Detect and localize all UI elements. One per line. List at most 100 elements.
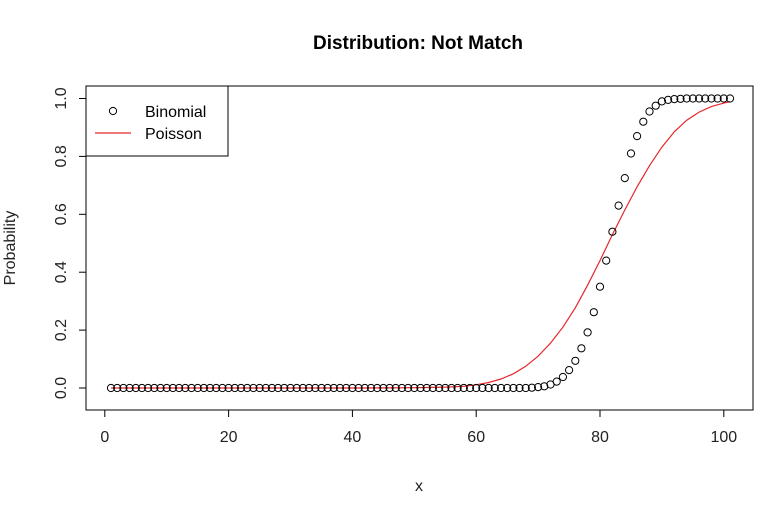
binomial-point xyxy=(255,383,264,393)
x-tick-label: 60 xyxy=(467,429,485,446)
binomial-point xyxy=(168,383,177,393)
binomial-point xyxy=(608,227,617,236)
binomial-point xyxy=(125,383,134,393)
binomial-point xyxy=(181,383,190,393)
binomial-point xyxy=(311,383,320,393)
x-axis: 0 20 40 60 80 100 xyxy=(100,409,737,446)
y-tick-label: 1.0 xyxy=(53,87,70,109)
legend-box xyxy=(85,85,229,157)
binomial-point xyxy=(298,383,307,393)
binomial-point xyxy=(243,383,252,393)
binomial-point xyxy=(707,94,716,103)
binomial-point xyxy=(224,383,233,393)
binomial-point xyxy=(435,383,444,393)
binomial-point xyxy=(305,383,314,393)
binomial-point xyxy=(719,94,728,103)
binomial-point xyxy=(589,308,598,317)
binomial-point xyxy=(317,383,326,393)
binomial-point xyxy=(725,94,735,103)
binomial-point xyxy=(571,356,580,365)
binomial-point xyxy=(199,383,208,393)
binomial-point xyxy=(670,95,679,104)
binomial-point xyxy=(187,383,196,393)
binomial-point xyxy=(379,383,388,393)
binomial-point xyxy=(410,383,419,393)
binomial-point xyxy=(106,383,116,393)
binomial-point xyxy=(552,377,561,386)
binomial-point xyxy=(212,383,221,393)
binomial-point xyxy=(626,149,636,158)
x-tick-label: 80 xyxy=(591,429,609,446)
legend-binomial-marker xyxy=(108,106,118,116)
binomial-point xyxy=(236,383,246,393)
poisson-line xyxy=(111,101,731,389)
binomial-point xyxy=(447,383,456,393)
binomial-point xyxy=(397,383,406,393)
x-axis-label: x xyxy=(415,478,423,495)
binomial-point xyxy=(286,383,295,393)
binomial-point xyxy=(472,383,481,393)
binomial-point xyxy=(595,282,605,291)
binomial-point xyxy=(335,383,345,393)
binomial-point xyxy=(156,383,165,393)
binomial-point xyxy=(676,94,685,103)
binomial-point xyxy=(682,94,691,103)
binomial-point xyxy=(274,383,283,393)
binomial-point xyxy=(639,117,648,126)
binomial-point xyxy=(422,383,431,393)
binomial-point xyxy=(688,94,698,103)
binomial-point xyxy=(323,383,332,393)
binomial-point xyxy=(249,383,258,393)
binomial-point xyxy=(416,383,425,393)
chart-title: Distribution: Not Match xyxy=(313,33,523,54)
binomial-point xyxy=(267,383,276,393)
binomial-point xyxy=(701,94,710,103)
binomial-point xyxy=(404,383,413,393)
binomial-point xyxy=(292,383,301,393)
binomial-point xyxy=(620,174,629,183)
binomial-point xyxy=(162,383,171,393)
binomial-point xyxy=(175,383,184,393)
binomial-point xyxy=(385,383,394,393)
poisson-series xyxy=(111,101,731,389)
x-tick-label: 0 xyxy=(100,429,109,446)
binomial-point xyxy=(657,97,667,106)
binomial-point xyxy=(428,383,437,393)
y-tick-label: 0.2 xyxy=(53,319,70,341)
binomial-point xyxy=(131,383,140,393)
binomial-point xyxy=(713,94,722,103)
y-axis-label: Probability xyxy=(2,211,19,286)
x-tick-label: 40 xyxy=(344,429,362,446)
y-tick-label: 0.8 xyxy=(53,145,70,167)
binomial-point xyxy=(695,94,704,103)
binomial-point xyxy=(342,383,351,393)
binomial-point xyxy=(465,383,475,393)
y-tick-label: 0.0 xyxy=(53,377,70,399)
legend-binomial-label: Binomial xyxy=(145,104,206,121)
binomial-point xyxy=(354,383,363,393)
binomial-point xyxy=(137,383,146,393)
binomial-point xyxy=(496,383,506,393)
binomial-point xyxy=(577,344,586,353)
x-tick-label: 100 xyxy=(710,429,737,446)
binomial-point xyxy=(565,366,574,375)
binomial-point xyxy=(366,383,376,393)
binomial-point xyxy=(503,383,512,393)
binomial-point xyxy=(633,132,642,141)
binomial-point xyxy=(534,383,543,392)
binomial-point xyxy=(218,383,227,393)
y-axis: 0.0 0.2 0.4 0.6 0.8 1.0 xyxy=(53,87,87,399)
binomial-point xyxy=(261,383,270,393)
binomial-point xyxy=(540,382,549,391)
binomial-point xyxy=(490,383,499,393)
binomial-point xyxy=(583,328,592,337)
binomial-series xyxy=(106,94,735,393)
binomial-point xyxy=(602,256,611,265)
binomial-point xyxy=(614,201,623,210)
y-tick-label: 0.4 xyxy=(53,261,70,283)
binomial-point xyxy=(453,383,462,393)
binomial-point xyxy=(113,383,122,393)
binomial-point xyxy=(664,95,673,105)
binomial-point xyxy=(478,383,487,393)
x-tick-label: 20 xyxy=(220,429,238,446)
